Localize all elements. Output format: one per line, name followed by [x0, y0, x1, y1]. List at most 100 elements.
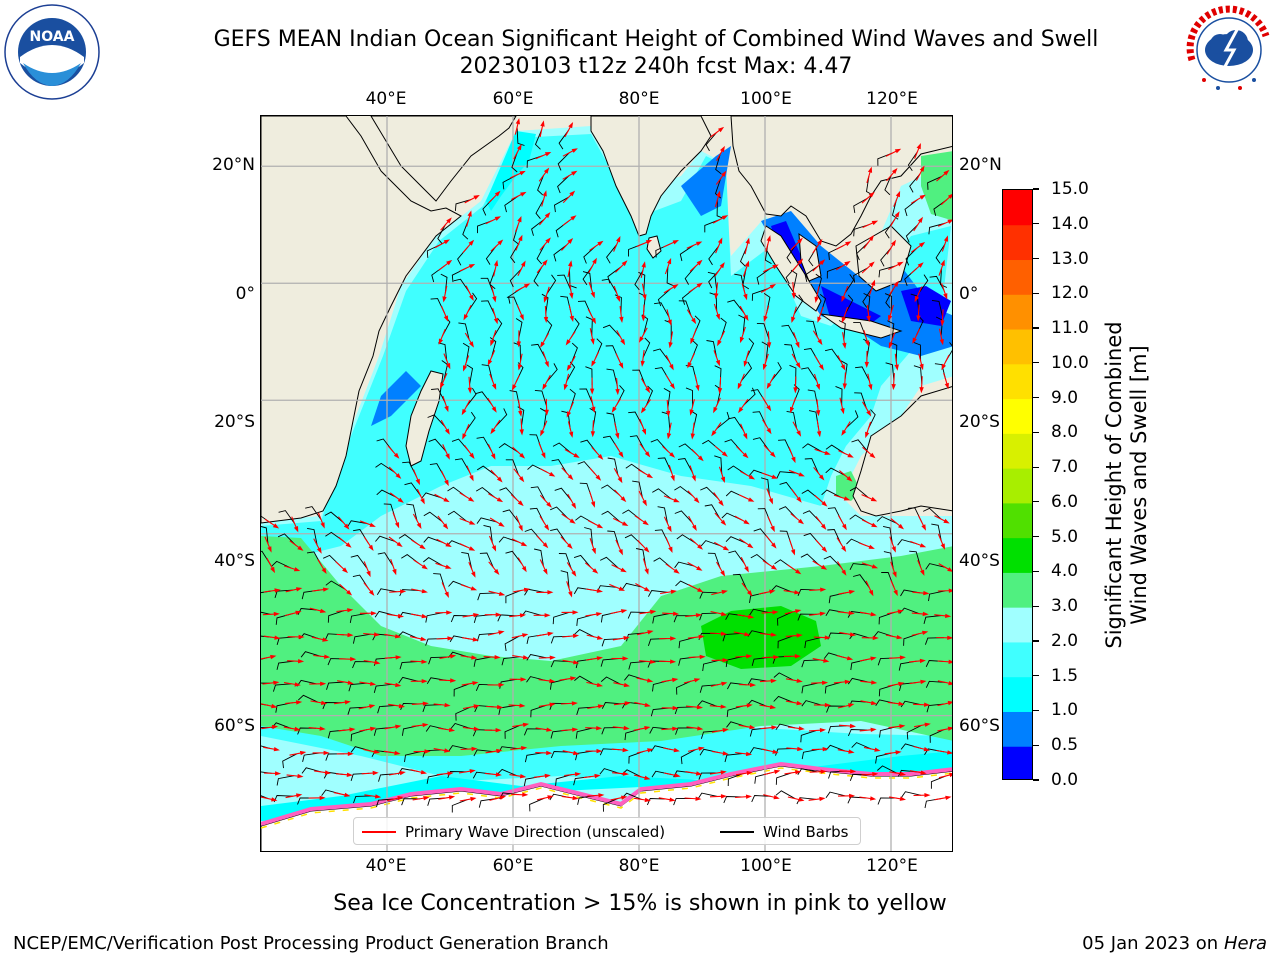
wave-arrow-head [345, 542, 352, 548]
wind-barb [624, 674, 645, 681]
wave-arrow-head [472, 637, 479, 642]
wave-arrow-head [891, 546, 896, 553]
wave-arrow-head [368, 589, 375, 596]
wind-barb [574, 675, 594, 685]
wave-arrow-head [797, 258, 804, 265]
wave-arrow-head [672, 726, 679, 731]
wave-arrow-head [370, 681, 377, 686]
wave-arrow-head [940, 543, 945, 550]
wind-barb [773, 672, 794, 681]
wind-barb [531, 218, 545, 236]
wave-arrow-head [498, 591, 506, 596]
wind-barb [347, 706, 367, 715]
wind-barb [398, 676, 419, 684]
wave-arrow-head [720, 519, 727, 526]
wind-barb [749, 608, 770, 616]
wind-barb [875, 752, 893, 764]
wave-arrow-head [567, 543, 573, 549]
wave-arrow-head [771, 474, 778, 479]
wave-arrow-head [748, 474, 756, 480]
colorbar-band [1003, 433, 1032, 469]
wave-arrow-head [698, 746, 705, 751]
wave-arrow-head [319, 726, 326, 731]
wind-barb [781, 324, 797, 340]
wave-arrow-head [324, 654, 331, 659]
wave-arrow-head [447, 636, 454, 641]
wave-arrow-head [869, 452, 876, 459]
wind-barb [853, 224, 870, 237]
wind-barb [450, 722, 471, 730]
wave-arrow-head [842, 383, 847, 390]
wind-barb [550, 751, 571, 759]
wave-arrow-head [540, 341, 545, 348]
wave-arrow-head [590, 501, 596, 508]
legend-barb-swatch [720, 831, 754, 833]
wave-arrow-head [747, 614, 755, 619]
wave-arrow-head [400, 589, 407, 594]
wave-arrow-head [796, 700, 803, 706]
wind-barb [923, 615, 942, 625]
wind-barb [678, 300, 692, 317]
wind-barb [652, 613, 670, 624]
wave-arrow-head [746, 703, 753, 708]
colorbar-band [1003, 224, 1032, 261]
wind-barb [479, 552, 494, 568]
wind-barb [714, 455, 723, 475]
wave-arrow-head [871, 522, 878, 528]
wave-arrow-head [669, 383, 675, 390]
wave-arrow-head [898, 681, 905, 687]
wave-arrow-head [297, 773, 304, 779]
wave-arrow-head [888, 315, 893, 322]
wave-arrow-head [718, 126, 725, 133]
wave-arrow-head [815, 383, 820, 391]
wave-arrow-head [744, 260, 750, 267]
wind-barb [352, 661, 372, 669]
wave-arrow-head [844, 679, 851, 685]
wave-arrow-head [888, 342, 893, 349]
wave-arrow-head [498, 682, 505, 688]
wind-barb [552, 611, 570, 625]
wave-arrow-head [273, 611, 280, 617]
wave-arrow-head [622, 747, 629, 753]
wind-barb [480, 277, 494, 294]
wind-barb [797, 613, 817, 621]
colorbar-tick-label: 5.0 [1051, 526, 1079, 547]
wave-arrow-head [344, 792, 351, 797]
wave-arrow-head [273, 680, 280, 685]
wave-arrow-head [673, 498, 680, 503]
wind-barb [448, 651, 469, 658]
wave-arrow-head [571, 148, 578, 153]
wave-arrow-head [643, 546, 650, 553]
lon-tick-bottom: 40°E [365, 856, 407, 876]
wind-barb [674, 561, 695, 569]
wave-arrow-head [438, 338, 443, 345]
wind-barb [634, 270, 644, 291]
wave-arrow-head [493, 568, 500, 575]
wave-arrow-head [395, 473, 402, 479]
wave-arrow-head [762, 363, 768, 371]
run-date: 05 Jan 2023 on Hera [1082, 933, 1267, 954]
wave-arrow-head [695, 796, 702, 801]
wave-arrow-head [744, 632, 751, 637]
wind-barb [510, 243, 520, 264]
wave-arrow-head [469, 341, 474, 348]
wave-arrow-head [271, 703, 278, 709]
wave-arrow-head [644, 726, 651, 731]
wave-arrow-head [498, 521, 505, 527]
wind-barb [699, 684, 719, 693]
wave-arrow-head [893, 280, 899, 287]
wave-arrow-head [745, 237, 750, 244]
wind-barb [473, 749, 494, 757]
wind-barb [884, 175, 892, 196]
wave-arrow-head [420, 636, 427, 641]
wave-arrow-head [517, 364, 522, 371]
wave-arrow-head [518, 525, 523, 532]
wind-barb [601, 702, 622, 709]
colorbar-label-line1: Significant Height of Combined [1102, 321, 1126, 649]
wave-arrow-head [420, 498, 425, 505]
colorbar-band [1003, 468, 1032, 504]
wave-arrow-head [319, 795, 326, 801]
wind-barb [397, 631, 418, 639]
wind-barb [582, 271, 593, 290]
wave-arrow-head [596, 748, 603, 754]
